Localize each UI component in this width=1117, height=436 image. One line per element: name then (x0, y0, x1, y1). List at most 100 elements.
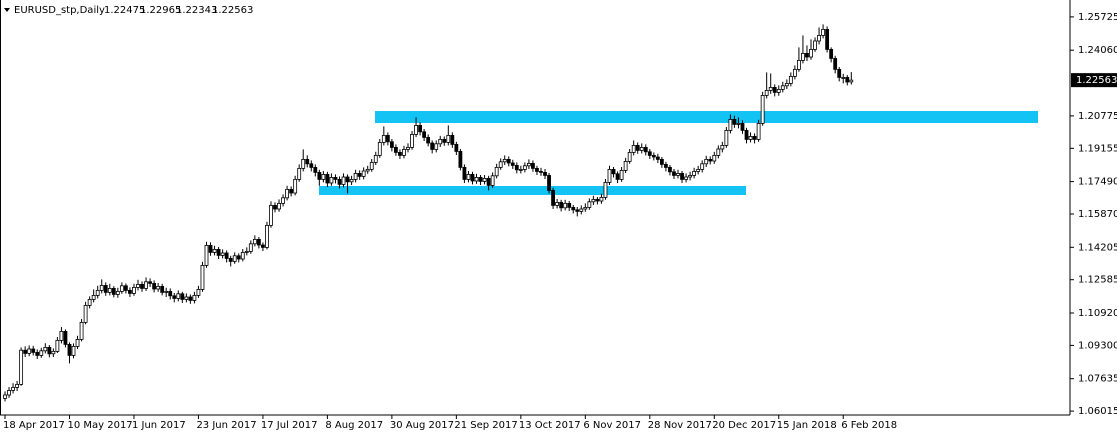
bull-body (720, 144, 725, 150)
bull-body (784, 83, 789, 87)
y-tick-label: 1.20775 (1078, 111, 1117, 122)
bull-body (353, 172, 358, 180)
bear-body (567, 202, 572, 208)
bear-body (152, 282, 157, 290)
bear-body (345, 176, 350, 183)
bear-body (672, 171, 676, 176)
bear-body (172, 295, 177, 299)
bear-body (236, 255, 241, 260)
bull-body (700, 163, 705, 170)
bull-body (583, 206, 588, 210)
bull-body (692, 170, 697, 176)
bull-body (232, 255, 237, 262)
bull-body (414, 125, 418, 135)
bull-body (821, 28, 825, 36)
bear-body (450, 134, 455, 145)
bear-body (551, 189, 555, 206)
bear-body (188, 296, 193, 301)
bull-body (87, 298, 92, 306)
bull-body (184, 296, 189, 300)
bull-body (176, 293, 181, 299)
bull-body (728, 119, 733, 131)
bull-body (438, 138, 443, 145)
bull-body (244, 250, 249, 253)
bull-body (277, 202, 281, 210)
bear-body (462, 166, 467, 180)
bull-body (377, 141, 382, 156)
bull-body (490, 175, 495, 186)
bear-body (168, 290, 173, 297)
menu-arrow[interactable] (4, 8, 10, 12)
bull-body (579, 208, 584, 212)
zone (319, 186, 746, 195)
y-tick-label: 1.24060 (1078, 45, 1117, 56)
bull-body (265, 224, 269, 248)
bear-body (442, 138, 447, 143)
x-tick-label: 8 Aug 2017 (325, 420, 383, 431)
bear-body (506, 158, 511, 164)
price-label: 1.22563 (1076, 75, 1117, 86)
bear-body (837, 69, 842, 78)
bull-body (406, 146, 410, 150)
x-tick-label: 20 Dec 2017 (712, 420, 776, 431)
bull-body (639, 146, 644, 151)
bear-body (128, 289, 132, 294)
y-tick-label: 1.19155 (1078, 143, 1117, 154)
bear-body (333, 176, 338, 180)
bull-body (446, 134, 451, 143)
bull-body (591, 198, 596, 203)
price-label-box (1071, 73, 1117, 88)
bull-body (196, 288, 201, 296)
bull-body (792, 69, 797, 77)
y-tick-label: 1.15870 (1078, 209, 1117, 220)
bull-body (518, 168, 523, 171)
bear-body (772, 87, 777, 93)
bear-body (389, 141, 394, 148)
bear-body (829, 49, 834, 59)
bull-body (240, 251, 245, 260)
bear-body (478, 176, 483, 182)
bull-body (369, 161, 374, 170)
y-tick-label: 1.09300 (1078, 340, 1117, 351)
bear-body (67, 343, 72, 356)
bear-body (309, 163, 314, 168)
header-low: 1.22343 (176, 5, 217, 16)
bear-body (647, 151, 652, 156)
bear-body (394, 146, 398, 153)
bull-body (156, 285, 161, 290)
bull-body (301, 158, 306, 169)
x-tick-label: 15 Jan 2018 (777, 420, 837, 431)
bull-body (587, 201, 592, 208)
bull-body (736, 123, 741, 125)
bull-body (748, 135, 753, 140)
bear-body (664, 163, 668, 168)
bear-body (655, 156, 660, 160)
bull-body (252, 238, 257, 245)
bull-body (11, 386, 15, 391)
bull-body (365, 168, 370, 172)
bull-body (51, 350, 56, 355)
x-tick-label: 17 Jul 2017 (261, 420, 318, 431)
bull-body (269, 204, 273, 226)
bull-body (849, 79, 854, 83)
bull-body (712, 154, 717, 162)
bull-body (119, 285, 124, 292)
y-tick-label: 1.06015 (1078, 406, 1117, 417)
bear-body (486, 177, 491, 186)
bear-body (668, 166, 672, 173)
bull-body (764, 90, 769, 96)
bull-body (623, 160, 628, 171)
bear-body (651, 154, 656, 158)
bull-body (212, 248, 217, 253)
x-tick-label: 21 Sep 2017 (454, 420, 517, 431)
bull-body (99, 284, 104, 291)
bull-body (321, 173, 326, 180)
x-tick-label: 6 Nov 2017 (583, 420, 641, 431)
bull-body (841, 77, 846, 79)
bear-body (430, 142, 435, 150)
x-tick-label: 13 Oct 2017 (519, 420, 581, 431)
bear-body (111, 287, 116, 295)
bull-body (192, 294, 197, 301)
bear-body (575, 209, 580, 212)
bear-body (385, 134, 390, 143)
